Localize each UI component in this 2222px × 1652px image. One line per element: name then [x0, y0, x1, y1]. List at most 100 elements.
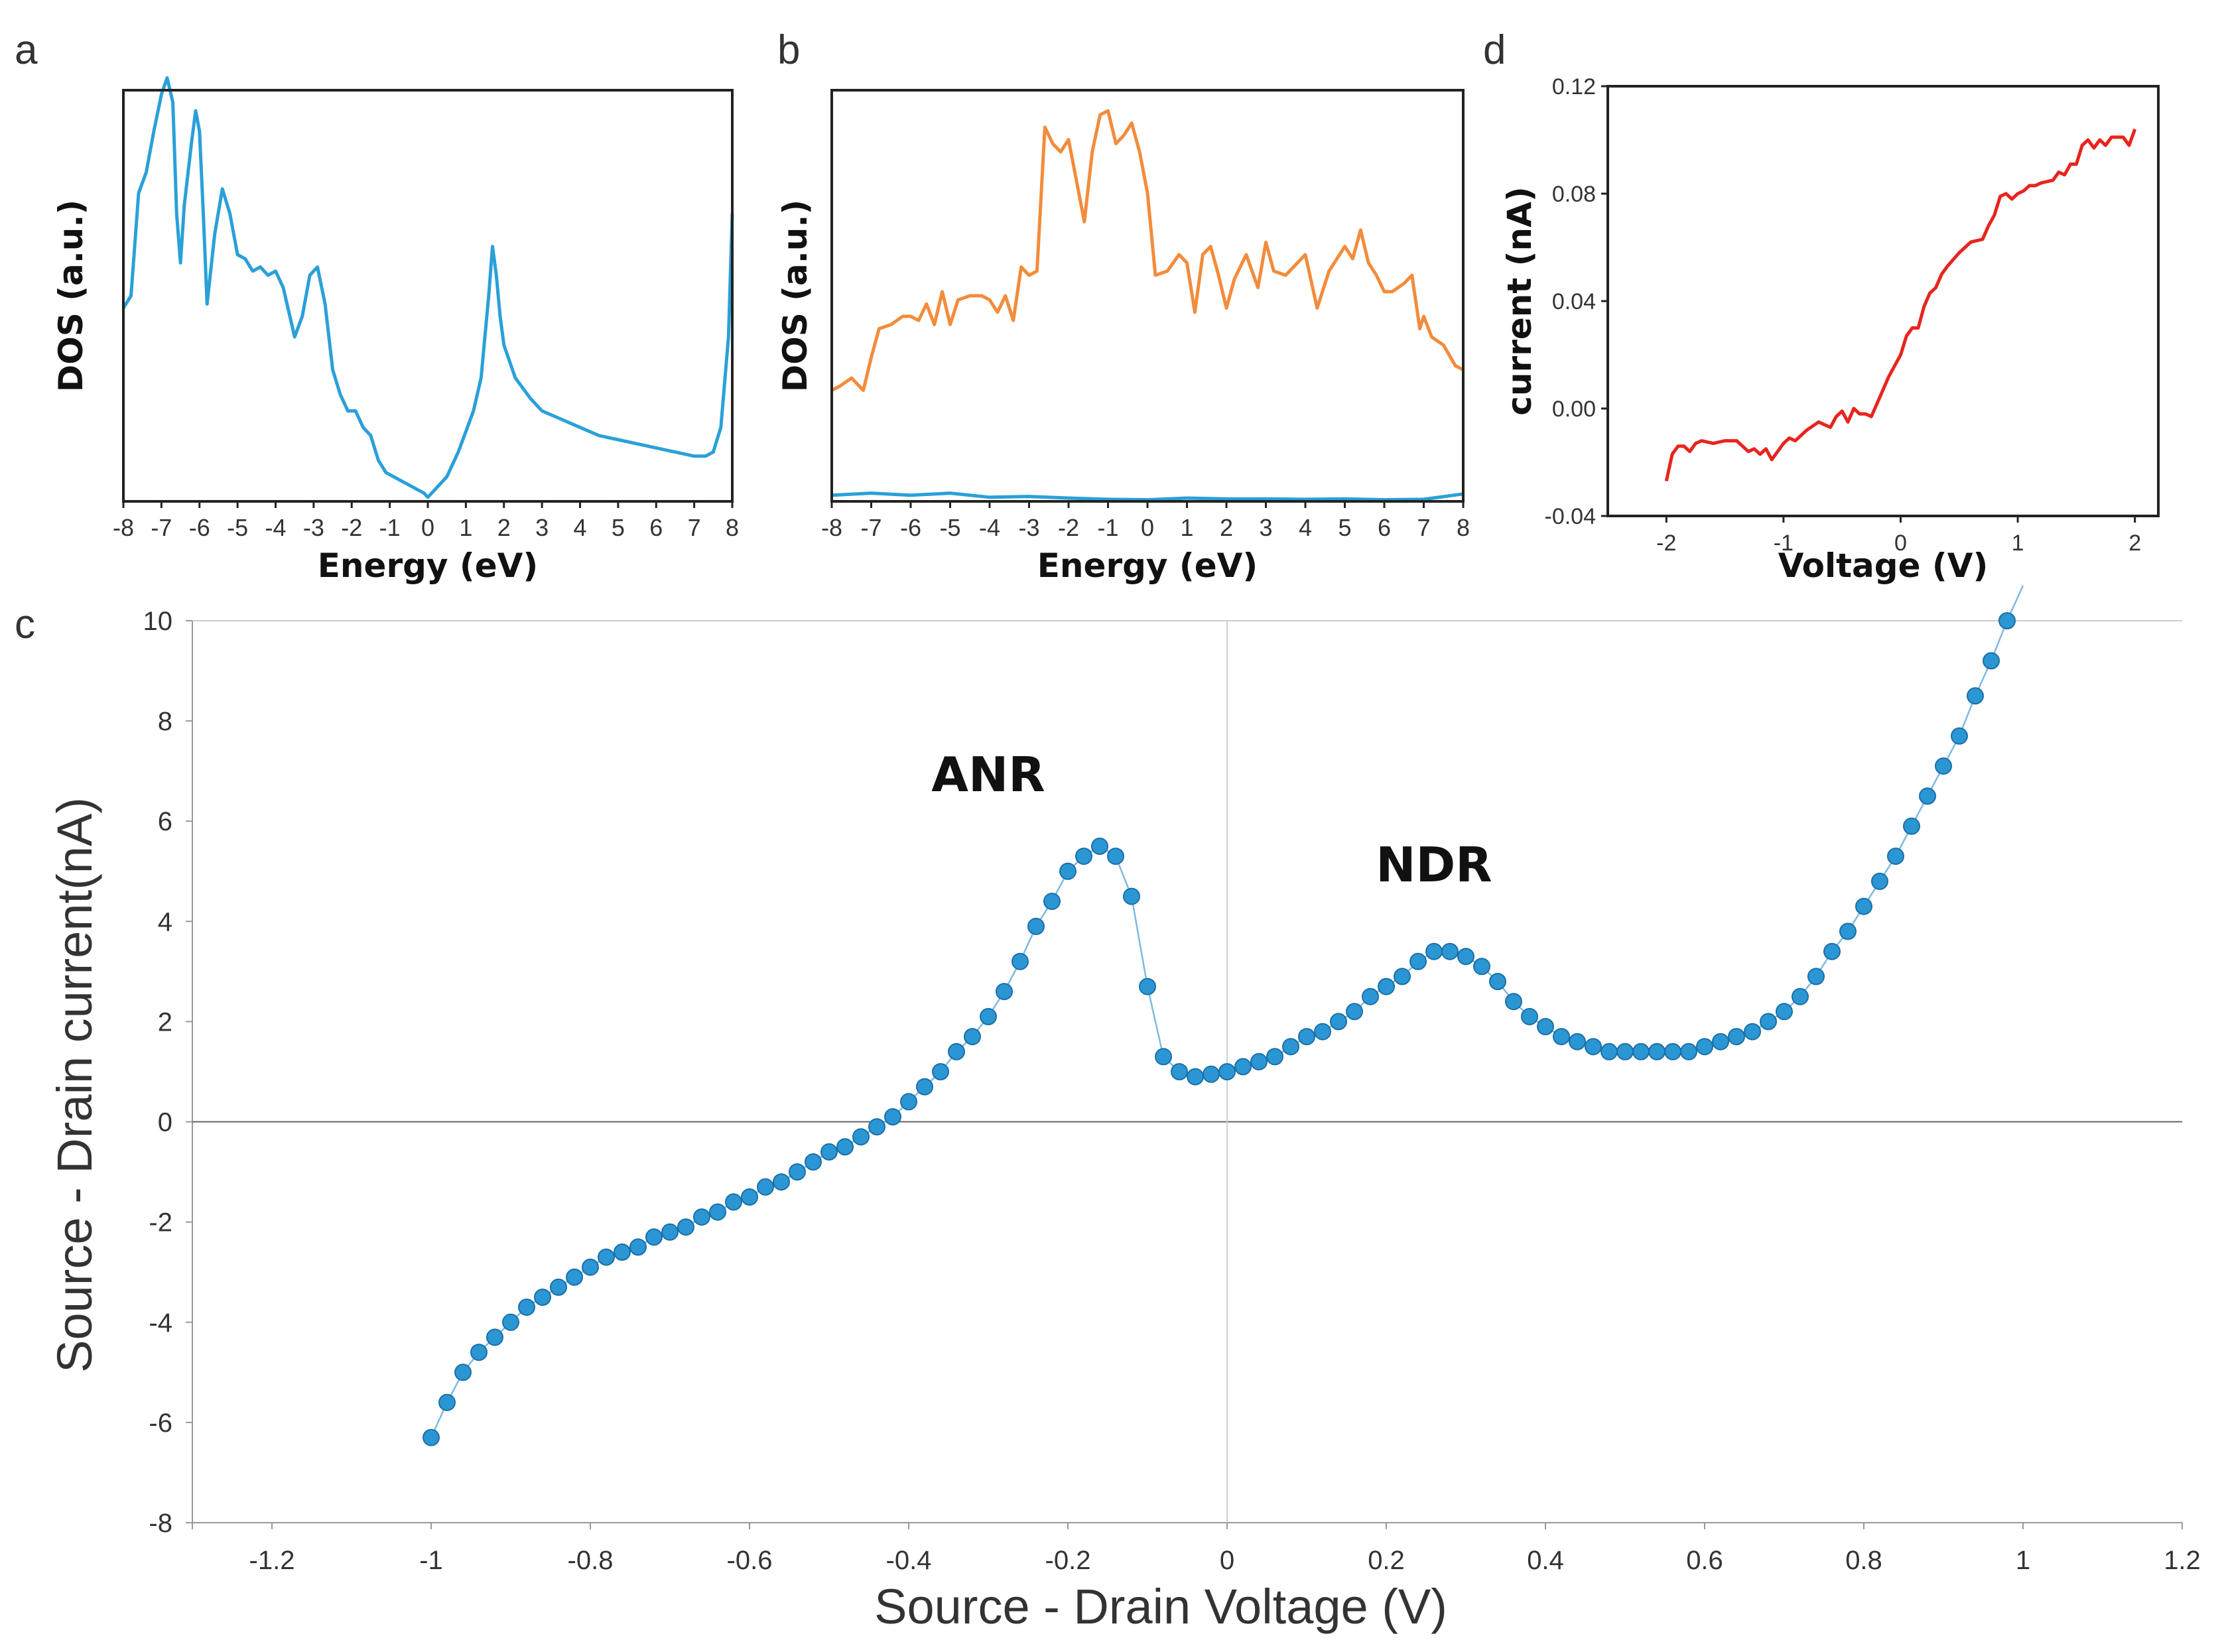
panel-a-xtick-label: 8	[726, 514, 739, 541]
panel-a-xtick-label: 3	[535, 514, 549, 541]
panel-c-data-point	[1760, 1013, 1777, 1031]
panel-c-data-point	[1441, 942, 1459, 960]
panel-c-data-point	[1903, 817, 1920, 835]
panel-a-xtick-label: 6	[649, 514, 663, 541]
panel-b-series-line-0	[830, 109, 1465, 393]
panel-a-xtick-label: 4	[573, 514, 586, 541]
panel-c-data-point	[805, 1153, 822, 1171]
panel-c-data-point	[1139, 978, 1156, 995]
panel-b-frame	[830, 89, 1465, 503]
panel-c-data-point	[980, 1007, 997, 1025]
panel-c-data-point	[1919, 787, 1936, 805]
panel-a-xtick-label: -1	[379, 514, 401, 541]
panel-c-data-point	[916, 1078, 933, 1096]
panel-c-data-point	[1632, 1043, 1650, 1060]
panel-b-xtick-label: -6	[900, 514, 921, 541]
panel-c-data-point	[598, 1248, 615, 1266]
panel-c-data-point	[1537, 1018, 1554, 1035]
panel-b-xtick-label: 0	[1141, 514, 1154, 541]
panel-c-data-point	[1330, 1013, 1347, 1031]
panel-a-xtick-label: -5	[227, 514, 248, 541]
panel-a-xtick-label: -3	[303, 514, 324, 541]
panel-b-dos-chart: -8 -7 -6 -5 -4 -3 -2 -1 0 1 2 3 4 5 6 7 8 Energy (eV) DOS …	[776, 89, 1470, 585]
panel-c-data-point	[470, 1344, 488, 1362]
panel-c-data-point	[1839, 922, 1857, 940]
panel-b-ylabel: DOS (a.u.)	[776, 200, 815, 392]
panel-c-data-point	[1218, 1063, 1236, 1080]
panel-d-ytick-label: 0.04	[1552, 289, 1596, 314]
panel-c-data-point	[550, 1278, 567, 1296]
panel-c-annotation-ndr: NDR	[1376, 837, 1492, 893]
panel-c-ytick-label: -2	[149, 1208, 172, 1238]
panel-c-data-point	[1616, 1043, 1634, 1060]
panel-c-data-point	[502, 1313, 519, 1331]
panel-b-xtick-label: 1	[1180, 514, 1193, 541]
panel-c-data-point	[1059, 862, 1077, 880]
panel-a-xtick-label: 5	[612, 514, 625, 541]
panel-c-data-point	[1648, 1043, 1666, 1060]
panel-c-ytick-label: -8	[149, 1509, 172, 1538]
panel-c-data-point	[1346, 1003, 1363, 1021]
panel-b-series-line-1	[831, 491, 1464, 501]
panel-c-data-point	[1091, 838, 1108, 855]
panel-c-xtick-label: -0.2	[1045, 1546, 1091, 1575]
panel-c-data-point	[1998, 612, 2016, 629]
panel-c-data-point	[1012, 952, 1029, 970]
panel-d-ylabel: current (nA)	[1500, 186, 1539, 415]
panel-c-data-point	[1855, 897, 1872, 915]
panel-c-data-point	[1362, 987, 1379, 1005]
panel-a-xlabel: Energy (eV)	[318, 546, 538, 585]
panel-c-annotation-anr: ANR	[931, 747, 1045, 802]
panel-a-xtick-label: -4	[265, 514, 286, 541]
panel-a-frame	[122, 89, 734, 503]
panel-label-b: b	[777, 27, 800, 73]
panel-c-data-point	[757, 1178, 774, 1196]
panel-c-data-point	[677, 1218, 694, 1236]
panel-c-data-point	[1409, 952, 1427, 970]
panel-c-ytick-label: 6	[158, 807, 172, 836]
panel-c-ytick-label: 8	[158, 707, 172, 736]
panel-c-data-point	[1250, 1052, 1268, 1070]
panel-c-data-point	[1489, 973, 1506, 990]
panel-b-xtick-label: 5	[1338, 514, 1351, 541]
panel-a-xtick-label: -7	[151, 514, 172, 541]
panel-b-xtick-label: 4	[1299, 514, 1312, 541]
panel-b-xtick-label: -8	[821, 514, 842, 541]
panel-d-ytick-label: -0.04	[1545, 504, 1597, 529]
panel-c-data-point	[1473, 958, 1490, 976]
panel-c-data-point	[1155, 1048, 1172, 1066]
panel-c-data-point	[1871, 872, 1888, 890]
panel-c-ytick-label: 4	[158, 907, 172, 936]
panel-c-xtick-label: -1.2	[249, 1546, 295, 1575]
panel-c-data-point	[1935, 757, 1952, 775]
panel-c-data-point	[964, 1028, 981, 1046]
panel-c-data-point	[582, 1258, 599, 1276]
panel-c-data-point	[693, 1208, 710, 1226]
panel-c-xtick-label: -0.4	[886, 1546, 932, 1575]
panel-c-data-point	[438, 1393, 456, 1411]
panel-d-ytick-label: 0.12	[1552, 74, 1596, 99]
panel-c-ytick-label: 2	[158, 1007, 172, 1037]
panel-c-ytick-label: -4	[149, 1308, 172, 1338]
panel-c-data-point	[1664, 1043, 1681, 1060]
panel-c-data-point	[518, 1299, 535, 1316]
panel-c-data-point	[820, 1143, 838, 1161]
panel-c-data-point	[1425, 942, 1443, 960]
panel-c-xtick-label: -0.6	[727, 1546, 773, 1575]
panel-label-c: c	[15, 602, 35, 647]
panel-a-xtick-label: -6	[189, 514, 210, 541]
panel-a-xtick-label: 0	[421, 514, 434, 541]
panel-label-d: d	[1483, 27, 1506, 73]
panel-c-data-point	[614, 1243, 631, 1261]
panel-a-xtick-label: 2	[497, 514, 511, 541]
panel-c-ytick-label: -6	[149, 1409, 172, 1438]
panel-c-data-point	[1569, 1033, 1586, 1050]
panel-c-data-point	[725, 1193, 742, 1211]
panel-c-data-point	[1123, 887, 1140, 905]
panel-c-ytick-label: 10	[143, 607, 173, 636]
panel-c-data-point	[1234, 1058, 1252, 1076]
panel-c-data-point	[1792, 987, 1809, 1005]
panel-c-xlabel: Source - Drain Voltage (V)	[874, 1579, 1447, 1634]
panel-c-data-point	[1266, 1048, 1283, 1066]
